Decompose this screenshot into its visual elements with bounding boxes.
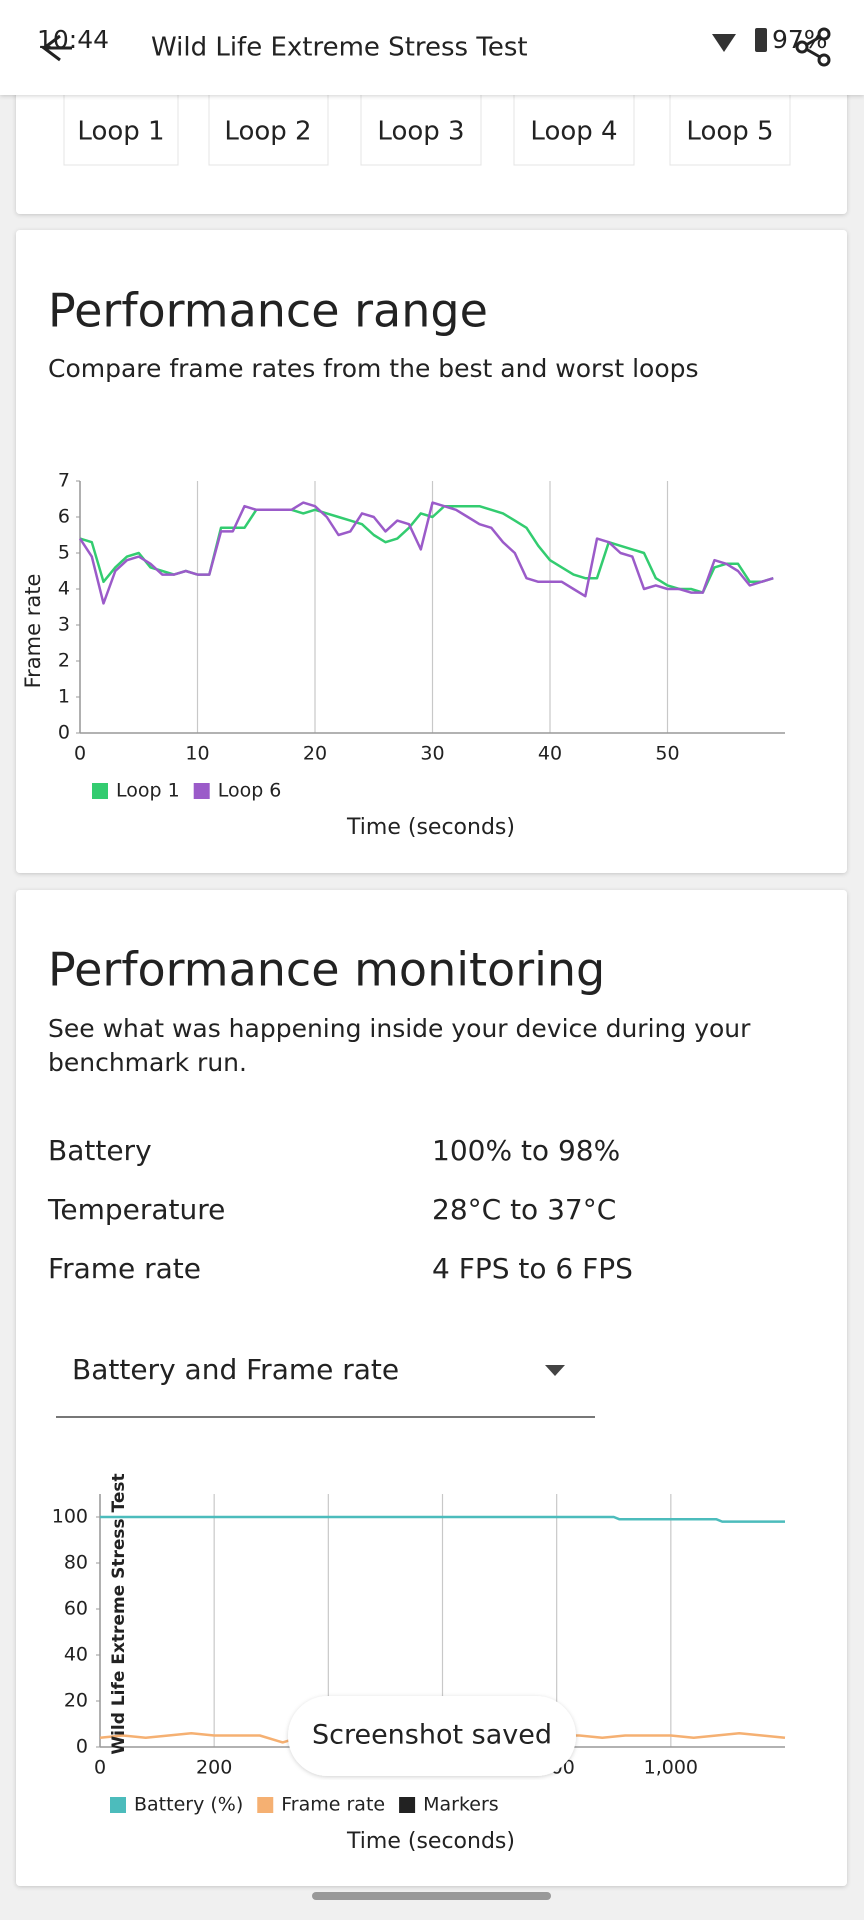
section-title: Performance monitoring [48,943,605,997]
dropdown[interactable]: Battery and Frame rate [56,1353,595,1418]
x-tick-label: 0 [74,743,86,765]
stat-label: Battery [48,1134,152,1167]
x-tick-label: 1,000 [644,1757,698,1779]
y-axis-label: Wild Life Extreme Stress Test [109,1473,129,1754]
x-tick-label: 30 [420,743,444,765]
dropdown-text: Battery and Frame rate [72,1353,399,1386]
y-tick-label: 3 [58,614,70,636]
loop-label: Loop 4 [530,117,617,147]
status-time: 10:44 [37,25,109,54]
y-tick-label: 0 [76,1736,88,1758]
y-tick-label: 20 [64,1690,88,1712]
y-tick-label: 2 [58,650,70,672]
y-tick-label: 7 [58,470,70,492]
home-indicator [312,1892,551,1900]
x-tick-label: 10 [185,743,209,765]
x-tick-label: 40 [538,743,562,765]
loop-label: Loop 1 [77,117,164,147]
y-tick-label: 1 [58,686,70,708]
legend-label: Markers [423,1794,499,1816]
stat-label: Temperature [47,1193,225,1226]
legend-swatch [193,783,210,799]
x-tick-label: 200 [196,1757,232,1779]
stat-value: 4 FPS to 6 FPS [432,1252,633,1285]
share-button[interactable] [795,27,831,67]
legend-swatch [257,1797,274,1813]
y-tick-label: 0 [58,722,70,744]
stat-label: Frame rate [48,1252,201,1285]
section-title: Performance range [48,284,488,338]
legend-label: Frame rate [281,1794,385,1816]
legend-label: Loop 1 [116,780,180,802]
series-line [100,1515,785,1523]
app-title: Wild Life Extreme Stress Test [151,33,528,63]
y-tick-label: 4 [58,578,70,600]
app-bar [0,0,864,95]
y-tick-label: 80 [64,1552,88,1574]
loop-label: Loop 5 [686,117,773,147]
dropdown-arrow [545,1365,565,1376]
section-subtitle: Compare frame rates from the best and wo… [48,354,699,383]
battery-icon [755,28,767,52]
loop-label: Loop 3 [377,117,464,147]
legend-swatch [110,1797,126,1813]
x-tick-label: 20 [303,743,327,765]
section-description: See what was happening inside your devic… [48,1014,751,1043]
toast [288,1696,576,1776]
series-line [78,501,774,605]
legend-label: Loop 6 [218,780,282,802]
range-card [16,230,847,873]
toast-text: Screenshot saved [312,1720,552,1751]
stat-value: 100% to 98% [432,1134,620,1167]
y-tick-label: 100 [52,1506,88,1528]
x-axis-label: Time (seconds) [346,1829,515,1854]
y-tick-label: 40 [64,1644,88,1666]
loop-label: Loop 2 [224,117,311,147]
back-button[interactable] [41,34,72,62]
range-chart: 0 10 20 30 40 50 0 1 2 3 4 5 6 7 Frame rate Time (secon… [21,470,785,840]
stat-value: 28°C to 37°C [432,1193,616,1226]
x-axis-label: Time (seconds) [346,815,515,840]
legend-swatch [92,783,108,799]
wifi-icon [712,34,736,52]
x-tick-label: 50 [655,743,679,765]
section-description: benchmark run. [48,1048,247,1077]
legend-label: Battery (%) [134,1794,243,1816]
monitoring-card [16,890,847,1886]
x-tick-label: 0 [94,1757,106,1779]
y-tick-label: 60 [64,1598,88,1620]
y-tick-label: 6 [58,506,70,528]
status-battery: 97% [772,25,828,54]
y-tick-label: 5 [58,542,70,564]
legend-swatch [399,1797,416,1813]
y-axis-label: Frame rate [21,574,45,689]
